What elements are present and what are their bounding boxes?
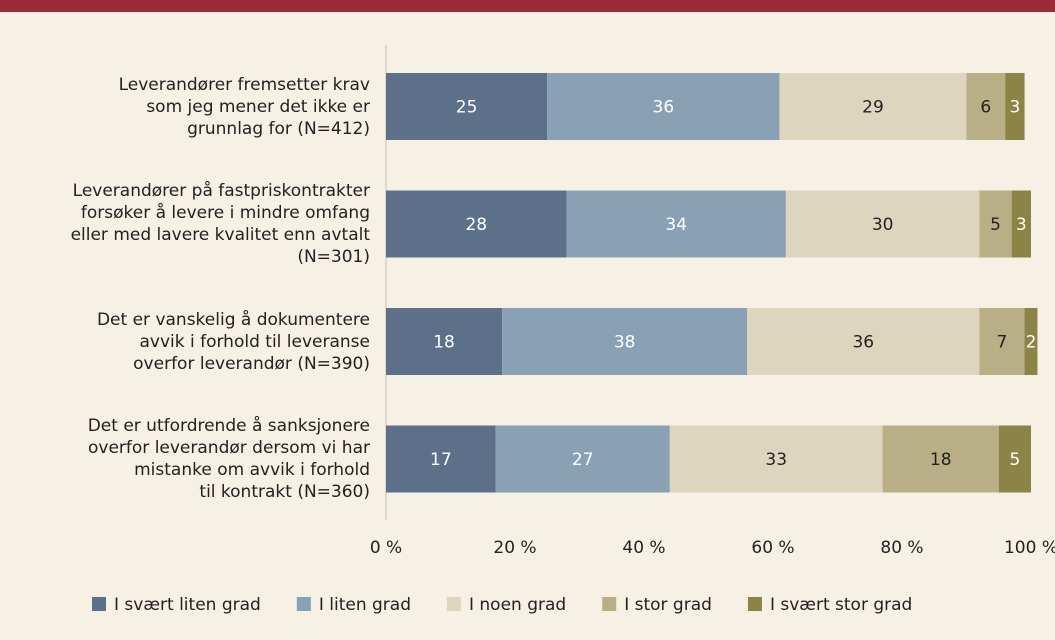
legend-label: I stor grad bbox=[624, 595, 712, 615]
category-label: Leverandører fremsetter krav som jeg men… bbox=[118, 74, 370, 139]
x-tick-label: 80 % bbox=[880, 538, 923, 558]
bar-segment bbox=[979, 308, 1025, 375]
bar-segment bbox=[998, 425, 1031, 493]
bar-segment bbox=[566, 190, 786, 258]
data-label: 5 bbox=[1009, 450, 1020, 470]
bar-segment bbox=[386, 73, 548, 140]
data-label: 5 bbox=[990, 215, 1001, 235]
legend-label: I svært stor grad bbox=[770, 595, 912, 615]
x-tick-label: 100 % bbox=[1004, 538, 1055, 558]
data-label: 27 bbox=[572, 450, 594, 470]
legend-swatch bbox=[446, 597, 461, 611]
data-label: 7 bbox=[997, 333, 1008, 353]
bar-segment bbox=[1011, 190, 1031, 258]
data-label: 36 bbox=[852, 333, 874, 353]
bar-segment bbox=[669, 425, 883, 493]
bar-segment bbox=[386, 425, 496, 493]
legend-label: I liten grad bbox=[319, 595, 411, 615]
bar-segment bbox=[495, 425, 670, 493]
bar-segment bbox=[502, 308, 748, 375]
data-label: 29 bbox=[862, 98, 884, 118]
data-label: 33 bbox=[765, 450, 787, 470]
x-tick-label: 60 % bbox=[751, 538, 794, 558]
x-tick-label: 40 % bbox=[622, 538, 665, 558]
legend-label: I noen grad bbox=[469, 595, 566, 615]
bar-segment bbox=[779, 73, 967, 140]
legend-label: I svært liten grad bbox=[114, 595, 261, 615]
bar-segment bbox=[547, 73, 780, 140]
data-label: 3 bbox=[1009, 98, 1020, 118]
x-tick-label: 0 % bbox=[370, 538, 402, 558]
bar-segment bbox=[882, 425, 999, 493]
legend-swatch bbox=[747, 597, 762, 611]
x-tick-label: 20 % bbox=[493, 538, 536, 558]
bar-segment bbox=[966, 73, 1006, 140]
top-bar bbox=[0, 0, 1055, 12]
data-label: 38 bbox=[614, 333, 636, 353]
data-label: 28 bbox=[465, 215, 487, 235]
bar-segment bbox=[386, 308, 503, 375]
bar-segment bbox=[386, 190, 567, 258]
data-label: 25 bbox=[456, 98, 478, 118]
bar-segment bbox=[785, 190, 980, 258]
bar-segment bbox=[1024, 308, 1038, 375]
legend-swatch bbox=[92, 597, 106, 611]
data-label: 6 bbox=[980, 98, 991, 118]
data-label: 30 bbox=[872, 215, 894, 235]
bar-segment bbox=[747, 308, 980, 375]
category-label: Leverandører på fastpriskontrakter forsø… bbox=[70, 181, 370, 267]
bar-segment bbox=[1005, 73, 1025, 140]
bar-segment bbox=[979, 190, 1012, 258]
category-label: Det er vanskelig å dokumentere avvik i f… bbox=[96, 309, 370, 374]
data-label: 18 bbox=[930, 450, 952, 470]
data-label: 2 bbox=[1026, 333, 1037, 353]
data-label: 34 bbox=[665, 215, 687, 235]
legend-swatch bbox=[602, 597, 617, 611]
data-label: 17 bbox=[430, 450, 452, 470]
data-label: 36 bbox=[653, 98, 675, 118]
category-label: Det er utfordrende å sanksjonere overfor… bbox=[87, 416, 370, 502]
legend-swatch bbox=[296, 597, 311, 611]
data-label: 18 bbox=[433, 333, 455, 353]
data-label: 3 bbox=[1016, 215, 1027, 235]
